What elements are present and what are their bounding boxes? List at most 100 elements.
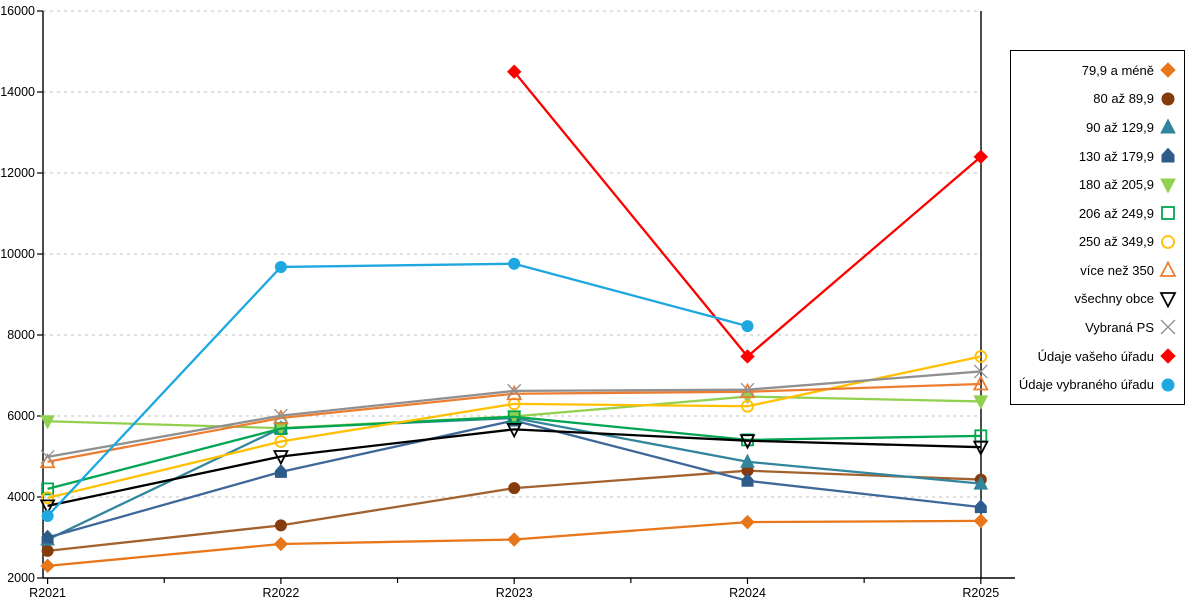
- legend-item-label: 80 až 89,9: [1093, 91, 1154, 107]
- y-axis-label: 2000: [7, 571, 35, 585]
- data-point-marker-circle: [41, 491, 54, 505]
- data-point-marker-x: [40, 449, 55, 464]
- data-point-marker-diamond: [740, 349, 755, 364]
- data-point-marker-triangle-up: [506, 384, 523, 401]
- legend-item-label: 90 až 129,9: [1086, 119, 1154, 135]
- data-point-marker-square: [41, 482, 54, 496]
- data-point-marker-circle: [1161, 378, 1175, 392]
- legend-item: 80 až 89,9: [1015, 90, 1177, 108]
- data-point-marker-x: [507, 383, 522, 398]
- y-axis-label: 12000: [0, 166, 35, 180]
- legend-marker-icon: [1161, 378, 1175, 392]
- series-line: [46, 262, 748, 517]
- data-point-marker-triangle-down: [973, 395, 989, 410]
- legend-marker-icon: [1160, 118, 1176, 134]
- y-axis-label: 10000: [0, 247, 35, 261]
- x-axis-label: R2021: [29, 586, 66, 600]
- data-point-marker-circle: [508, 482, 521, 495]
- data-point-marker-pentagon: [41, 529, 54, 544]
- legend-item-label: 250 až 349,9: [1078, 234, 1154, 250]
- data-point-marker-diamond: [740, 514, 755, 530]
- data-point-marker-circle: [274, 435, 288, 448]
- data-point-marker-diamond: [273, 536, 289, 552]
- data-point-marker-pentagon: [974, 499, 987, 514]
- legend-item: 206 až 249,9: [1015, 204, 1177, 222]
- legend-item-label: 79,9 a méně: [1081, 62, 1154, 78]
- legend-item: 250 až 349,9: [1015, 233, 1177, 251]
- data-point-marker-x: [973, 364, 988, 379]
- data-point-marker-circle: [274, 519, 287, 532]
- legend-item: 90 až 129,9: [1015, 118, 1177, 136]
- data-point-marker-triangle-down: [272, 450, 289, 466]
- legend-item: 130 až 179,9: [1015, 147, 1177, 165]
- legend-marker-icon: [1161, 234, 1175, 249]
- legend-marker-icon: [1160, 62, 1176, 78]
- data-point-marker-triangle-down: [39, 499, 56, 515]
- legend-item: všechny obce: [1015, 290, 1177, 308]
- data-point-marker-triangle-down: [972, 440, 989, 457]
- y-axis-label: 4000: [7, 490, 35, 504]
- data-point-marker-x: [1160, 320, 1176, 335]
- legend-item-label: více než 350: [1080, 262, 1154, 278]
- legend-item: Údaje vybraného úřadu: [1015, 376, 1177, 394]
- data-point-marker-pentagon: [274, 464, 287, 478]
- legend-item: 180 až 205,9: [1015, 176, 1177, 194]
- data-point-marker-diamond: [506, 64, 522, 79]
- data-point-marker-triangle-down: [739, 434, 756, 450]
- data-point-marker-circle: [41, 510, 54, 523]
- data-point-marker-triangle-up: [739, 382, 756, 399]
- data-point-marker-triangle-down: [40, 415, 55, 430]
- legend-item-label: všechny obce: [1074, 291, 1155, 307]
- data-point-marker-diamond: [1160, 62, 1176, 78]
- data-point-marker-diamond: [40, 558, 55, 574]
- data-point-marker-pentagon: [741, 473, 754, 487]
- data-point-marker-triangle-up: [972, 375, 989, 391]
- data-point-marker-diamond: [973, 149, 989, 165]
- data-point-marker-x: [740, 382, 755, 397]
- legend-marker-icon: [1160, 178, 1176, 194]
- data-point-marker-circle: [1161, 92, 1175, 106]
- legend-marker-icon: [1161, 92, 1175, 106]
- data-point-marker-circle: [741, 399, 754, 413]
- data-point-marker-square: [1161, 206, 1175, 221]
- x-axis-label: R2025: [962, 586, 999, 600]
- data-point-marker-triangle-up: [973, 475, 989, 490]
- data-point-marker-triangle-down: [1160, 178, 1176, 194]
- data-point-marker-square: [507, 410, 521, 424]
- data-point-marker-triangle-up: [1160, 118, 1176, 134]
- legend-item: 79,9 a méně: [1015, 61, 1177, 79]
- data-point-marker-circle: [508, 257, 521, 270]
- legend-box: 79,9 a méně 80 až 89,9 90 až 129,9 130 až 1…: [1010, 50, 1185, 405]
- x-axis-label: R2023: [496, 586, 533, 600]
- data-point-marker-triangle-up: [740, 453, 755, 468]
- data-point-marker-diamond: [973, 513, 989, 529]
- data-point-marker-diamond: [506, 532, 522, 547]
- legend-marker-icon: [1159, 292, 1177, 308]
- data-point-marker-x: [273, 408, 288, 423]
- series-line: [47, 415, 981, 491]
- y-axis-label: 8000: [7, 328, 35, 342]
- data-point-marker-circle: [274, 260, 287, 273]
- legend-item: Vybraná PS: [1015, 318, 1177, 336]
- data-point-marker-triangle-down: [1159, 292, 1177, 308]
- y-axis-label: 16000: [0, 4, 35, 18]
- legend-marker-icon: [1160, 348, 1176, 364]
- legend-item: Údaje vašeho úřadu: [1015, 347, 1177, 365]
- legend-item-label: 180 až 205,9: [1078, 177, 1154, 193]
- legend-marker-icon: [1161, 147, 1175, 163]
- x-axis-label: R2022: [262, 586, 299, 600]
- legend-item: více než 350: [1015, 261, 1177, 279]
- data-point-marker-pentagon: [1161, 147, 1175, 163]
- data-point-marker-triangle-up: [1159, 261, 1177, 278]
- legend-item-label: Údaje vybraného úřadu: [1018, 377, 1154, 393]
- data-point-marker-triangle-down: [506, 422, 523, 439]
- legend-marker-icon: [1159, 261, 1177, 278]
- x-axis-label: R2024: [729, 586, 766, 600]
- legend-marker-icon: [1161, 206, 1175, 221]
- legend-item-label: 206 až 249,9: [1078, 205, 1154, 221]
- legend-item-label: 130 až 179,9: [1078, 148, 1154, 164]
- y-axis-label: 14000: [0, 85, 35, 99]
- data-point-marker-circle: [41, 544, 54, 557]
